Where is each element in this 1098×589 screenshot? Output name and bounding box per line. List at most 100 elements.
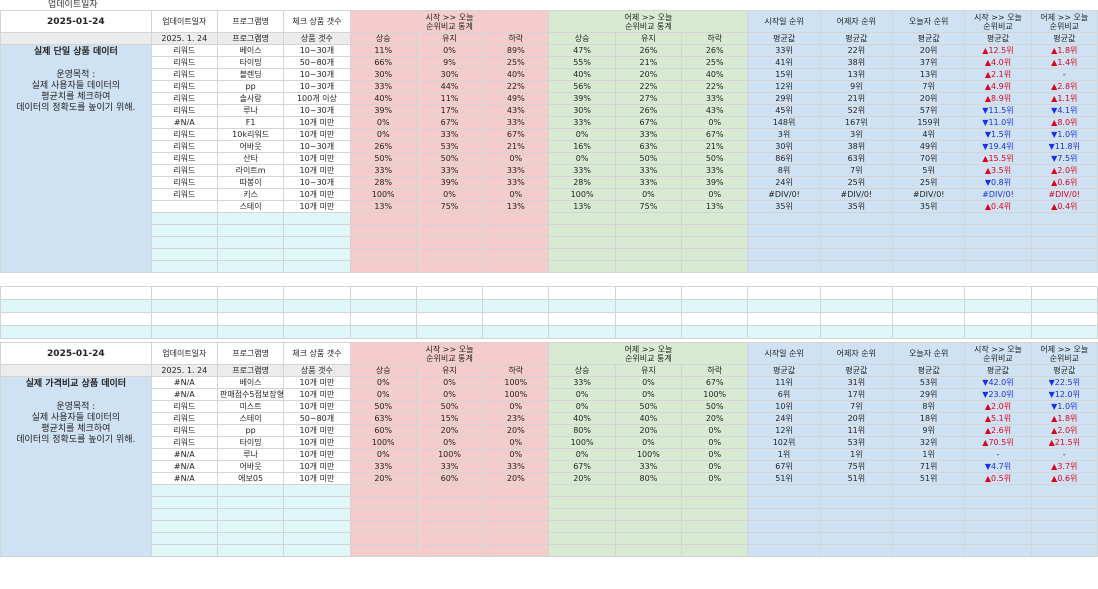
table-cell[interactable]: ▲2.6위 (964, 424, 1032, 437)
table-cell[interactable]: ▼42.0위 (964, 376, 1032, 389)
table-cell[interactable]: 33% (482, 164, 550, 177)
table-cell[interactable]: 80% (614, 472, 683, 485)
table-cell[interactable]: 100% (349, 436, 417, 449)
table-cell[interactable]: 33% (482, 460, 550, 473)
empty-cell[interactable] (747, 532, 821, 545)
empty-cell[interactable] (681, 496, 749, 509)
table-cell[interactable]: 5위 (891, 164, 966, 177)
table-cell[interactable]: 35위 (747, 200, 821, 213)
spacer-cell[interactable] (1030, 286, 1098, 300)
empty-cell[interactable] (819, 508, 894, 521)
empty-cell[interactable] (614, 532, 683, 545)
table-cell[interactable]: 33위 (747, 44, 821, 57)
empty-cell[interactable] (150, 508, 218, 521)
empty-cell[interactable] (349, 236, 417, 249)
table-cell[interactable]: 38위 (819, 140, 894, 153)
table-cell[interactable]: 0% (482, 436, 550, 449)
spacer-cell[interactable] (216, 312, 285, 326)
table-cell[interactable]: 10k리워드 (216, 128, 285, 141)
empty-cell[interactable] (964, 212, 1032, 225)
empty-cell[interactable] (1030, 496, 1098, 509)
table-cell[interactable]: ▼22.5위 (1030, 376, 1098, 389)
table-cell[interactable]: ▲15.5위 (964, 152, 1032, 165)
table-cell[interactable]: 10~30개 (283, 44, 351, 57)
table-cell[interactable]: 33% (349, 164, 417, 177)
table-cell[interactable]: 27% (614, 92, 683, 105)
empty-cell[interactable] (482, 212, 550, 225)
empty-cell[interactable] (415, 248, 484, 261)
empty-cell[interactable] (964, 520, 1032, 533)
table-cell[interactable]: 53% (415, 140, 484, 153)
table-cell[interactable]: 어바웃 (216, 460, 285, 473)
empty-cell[interactable] (819, 520, 894, 533)
empty-cell[interactable] (482, 532, 550, 545)
table-cell[interactable]: 10~30개 (283, 68, 351, 81)
table-cell[interactable]: 20% (415, 424, 484, 437)
table-cell[interactable]: 21% (681, 140, 749, 153)
table-cell[interactable]: 13% (681, 200, 749, 213)
empty-cell[interactable] (415, 508, 484, 521)
spacer-cell[interactable] (216, 286, 285, 300)
table-cell[interactable]: 41위 (747, 56, 821, 69)
spacer-cell[interactable] (891, 325, 966, 339)
empty-cell[interactable] (681, 248, 749, 261)
table-cell[interactable]: 33% (349, 80, 417, 93)
spacer-cell[interactable] (415, 312, 484, 326)
table-cell[interactable]: 29위 (891, 388, 966, 401)
empty-cell[interactable] (415, 212, 484, 225)
table-cell[interactable]: 55% (548, 56, 616, 69)
empty-cell[interactable] (747, 236, 821, 249)
spacer-cell[interactable] (349, 286, 417, 300)
empty-cell[interactable] (548, 532, 616, 545)
table-cell[interactable]: 0% (681, 460, 749, 473)
table-cell[interactable]: 100개 이상 (283, 92, 351, 105)
empty-cell[interactable] (283, 544, 351, 557)
table-cell[interactable]: 베이스 (216, 44, 285, 57)
table-cell[interactable]: 0% (349, 448, 417, 461)
empty-cell[interactable] (1030, 212, 1098, 225)
empty-cell[interactable] (819, 260, 894, 273)
empty-cell[interactable] (891, 248, 966, 261)
empty-cell[interactable] (681, 532, 749, 545)
table-cell[interactable]: - (1030, 448, 1098, 461)
spacer-cell[interactable] (964, 286, 1032, 300)
table-cell[interactable]: ▲0.4위 (1030, 200, 1098, 213)
table-cell[interactable]: 43% (482, 104, 550, 117)
table-cell[interactable]: ▲2.1위 (964, 68, 1032, 81)
empty-cell[interactable] (216, 224, 285, 237)
table-cell[interactable]: ▼11.8위 (1030, 140, 1098, 153)
table-cell[interactable]: 66% (349, 56, 417, 69)
table-cell[interactable]: 어바웃 (216, 140, 285, 153)
empty-cell[interactable] (548, 496, 616, 509)
table-cell[interactable]: 판매점수5점보장형 (216, 388, 285, 401)
empty-cell[interactable] (747, 544, 821, 557)
table-cell[interactable]: 0% (349, 388, 417, 401)
spacer-cell[interactable] (819, 286, 894, 300)
empty-cell[interactable] (747, 484, 821, 497)
table-cell[interactable]: 0% (548, 128, 616, 141)
empty-cell[interactable] (964, 532, 1032, 545)
empty-cell[interactable] (548, 260, 616, 273)
spacer-cell[interactable] (283, 325, 351, 339)
spacer-cell[interactable] (150, 286, 218, 300)
table-cell[interactable]: ▼1.5위 (964, 128, 1032, 141)
table-cell[interactable]: 리워드 (150, 188, 218, 201)
empty-cell[interactable] (681, 520, 749, 533)
empty-cell[interactable] (150, 260, 218, 273)
empty-cell[interactable] (891, 260, 966, 273)
spacer-cell[interactable] (964, 325, 1032, 339)
table-cell[interactable]: 20% (482, 472, 550, 485)
table-cell[interactable]: 0% (548, 152, 616, 165)
table-cell[interactable]: 7위 (819, 400, 894, 413)
empty-cell[interactable] (747, 520, 821, 533)
table-cell[interactable]: 57위 (891, 104, 966, 117)
table-cell[interactable]: ▲8.9위 (964, 92, 1032, 105)
table-cell[interactable]: 15% (415, 412, 484, 425)
table-cell[interactable]: 40% (681, 68, 749, 81)
table-cell[interactable]: #DIV/0! (964, 188, 1032, 201)
table-cell[interactable]: 10개 미만 (283, 460, 351, 473)
table-cell[interactable]: 20위 (819, 412, 894, 425)
empty-cell[interactable] (964, 248, 1032, 261)
spacer-cell[interactable] (349, 325, 417, 339)
empty-cell[interactable] (614, 496, 683, 509)
